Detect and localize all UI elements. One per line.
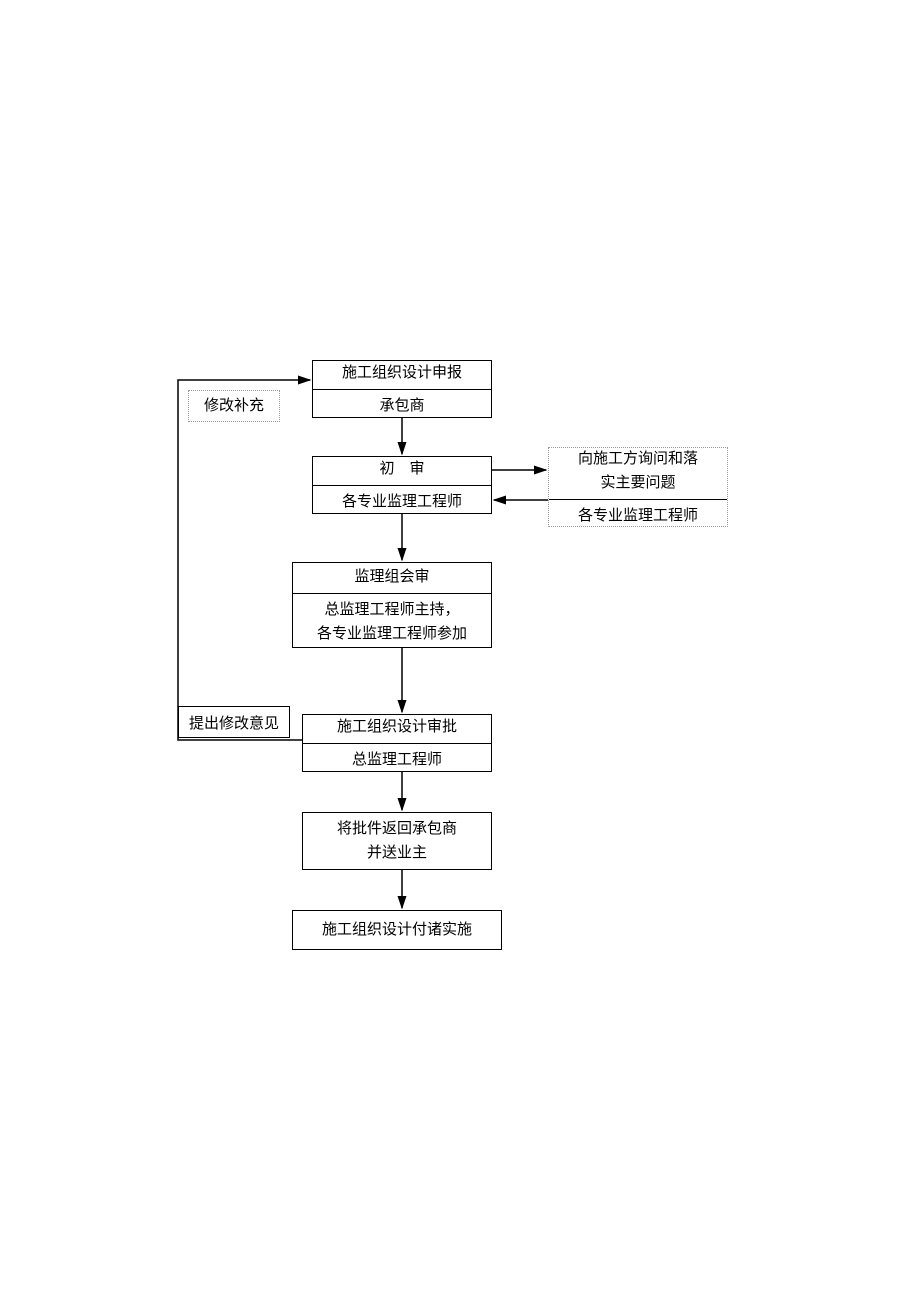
node-inquiry-line1: 向施工方询问和落 (549, 443, 727, 471)
flowchart-canvas: 施工组织设计申报 承包商 修改补充 初 审 各专业监理工程师 向施工方询问和落 … (0, 0, 920, 1303)
node-inquiry-sub: 各专业监理工程师 (549, 499, 727, 532)
node-group-review-sub1: 总监理工程师主持， (293, 593, 491, 622)
node-return-line1: 将批件返回承包商 (303, 813, 491, 841)
node-approval-sub: 总监理工程师 (303, 743, 491, 776)
flowchart-connectors (0, 0, 920, 1303)
node-implement-title: 施工组织设计付诸实施 (293, 914, 501, 946)
label-suggest: 提出修改意见 (178, 706, 290, 738)
node-inquiry-line2: 实主要问题 (549, 471, 727, 499)
node-initial-review-sub: 各专业监理工程师 (313, 485, 491, 518)
node-application-title: 施工组织设计申报 (313, 357, 491, 389)
node-group-review-title: 监理组会审 (293, 561, 491, 593)
node-application: 施工组织设计申报 承包商 (312, 360, 492, 418)
node-initial-review-title: 初 审 (313, 453, 491, 485)
label-revise: 修改补充 (188, 390, 280, 422)
node-return-line2: 并送业主 (303, 841, 491, 869)
node-approval: 施工组织设计审批 总监理工程师 (302, 714, 492, 772)
label-suggest-text: 提出修改意见 (189, 712, 279, 733)
node-return: 将批件返回承包商 并送业主 (302, 812, 492, 870)
node-inquiry: 向施工方询问和落 实主要问题 各专业监理工程师 (548, 447, 728, 527)
node-application-sub: 承包商 (313, 389, 491, 422)
node-approval-title: 施工组织设计审批 (303, 711, 491, 743)
node-group-review: 监理组会审 总监理工程师主持， 各专业监理工程师参加 (292, 562, 492, 648)
label-revise-text: 修改补充 (189, 394, 279, 418)
node-group-review-sub2: 各专业监理工程师参加 (293, 622, 491, 650)
node-implement: 施工组织设计付诸实施 (292, 910, 502, 950)
node-initial-review: 初 审 各专业监理工程师 (312, 456, 492, 514)
